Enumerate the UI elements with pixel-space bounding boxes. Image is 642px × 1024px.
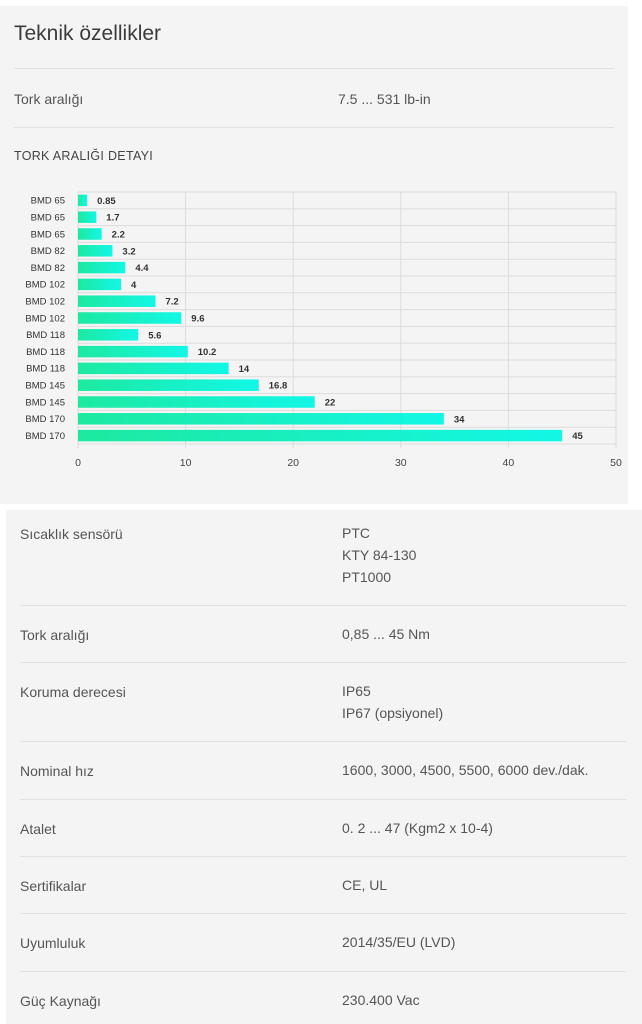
category-label: BMD 102 bbox=[25, 297, 65, 308]
spec-value: 0. 2 ... 47 (Kgm2 x 10-4) bbox=[342, 817, 493, 839]
divider bbox=[20, 971, 626, 972]
spec-value: 1600, 3000, 4500, 5500, 6000 dev./dak. bbox=[342, 759, 589, 781]
spec-value: IP65 IP67 (opsiyonel) bbox=[342, 680, 443, 724]
x-tick-label: 20 bbox=[287, 457, 299, 469]
spec-value: 230.400 Vac bbox=[342, 989, 420, 1011]
x-tick-label: 50 bbox=[610, 457, 622, 469]
category-label: BMD 145 bbox=[25, 397, 65, 408]
divider bbox=[20, 605, 626, 606]
spec-label: Sıcaklık sensörü bbox=[20, 526, 123, 542]
category-label: BMD 170 bbox=[25, 414, 65, 425]
bar bbox=[78, 362, 229, 375]
bar bbox=[78, 329, 139, 341]
bar-value-label: 3.2 bbox=[122, 246, 135, 257]
bar bbox=[78, 396, 315, 408]
category-label: BMD 65 bbox=[31, 196, 65, 207]
category-label: BMD 82 bbox=[31, 246, 65, 257]
bar-value-label: 5.6 bbox=[148, 330, 161, 341]
bar-value-label: 7.2 bbox=[165, 297, 178, 308]
chart-section-title: TORK ARALIĞI DETAYI bbox=[14, 149, 154, 163]
bar bbox=[78, 278, 122, 291]
page-title: Teknik özellikler bbox=[14, 22, 162, 45]
spec-value-line: IP65 bbox=[342, 683, 371, 699]
spec-label: Sertifikalar bbox=[20, 878, 87, 894]
spec-value-line: 230.400 Vac bbox=[342, 992, 420, 1008]
spec-value-line: CE, UL bbox=[342, 877, 388, 893]
divider bbox=[20, 799, 626, 800]
spec-value-line: KTY 84-130 bbox=[342, 547, 417, 563]
spec-value-line: IP67 (opsiyonel) bbox=[342, 705, 444, 721]
divider bbox=[20, 741, 626, 742]
bar-value-label: 9.6 bbox=[191, 314, 204, 325]
spec-value: 2014/35/EU (LVD) bbox=[342, 931, 455, 953]
category-label: BMD 102 bbox=[25, 313, 65, 324]
spec-label: Nominal hız bbox=[20, 763, 94, 779]
divider bbox=[14, 68, 614, 69]
spec-label: Tork aralığı bbox=[20, 627, 90, 643]
spec-value: CE, UL bbox=[342, 874, 387, 896]
bar-value-label: 10.2 bbox=[198, 347, 217, 358]
category-label: BMD 118 bbox=[26, 364, 65, 375]
bar-value-label: 34 bbox=[454, 414, 465, 425]
spec-value: PTC KTY 84-130 PT1000 bbox=[342, 522, 416, 588]
spec-value-line: 2014/35/EU (LVD) bbox=[342, 934, 456, 950]
spec-value-line: PT1000 bbox=[342, 569, 392, 585]
torque-bar-chart: 0 10 20 30 40 50 BMD 65 0.85 BMD 65 1.7 BMD 65 2.2 B… bbox=[25, 191, 622, 469]
category-label: BMD 118 bbox=[26, 347, 65, 358]
spec-value-line: 1600, 3000, 4500, 5500, 6000 dev./dak. bbox=[342, 762, 589, 778]
bar bbox=[78, 194, 88, 207]
divider bbox=[20, 913, 626, 914]
spec-value: 0,85 ... 45 Nm bbox=[342, 623, 430, 645]
bar bbox=[78, 429, 563, 442]
spec-label: Güç Kaynağı bbox=[20, 993, 101, 1009]
divider bbox=[14, 127, 614, 128]
bar bbox=[78, 211, 97, 223]
bar bbox=[78, 261, 126, 274]
bar bbox=[78, 413, 444, 425]
spec-label: Uyumluluk bbox=[20, 935, 86, 951]
category-label: BMD 102 bbox=[25, 280, 65, 291]
divider bbox=[20, 662, 626, 663]
spec-label: Atalet bbox=[20, 821, 56, 837]
bar-value-label: 22 bbox=[325, 398, 336, 409]
bar bbox=[78, 228, 102, 240]
top-row-value: 7.5 ... 531 lb-in bbox=[338, 91, 431, 107]
category-label: BMD 170 bbox=[25, 431, 65, 442]
bar-value-label: 4 bbox=[131, 280, 137, 291]
category-label: BMD 118 bbox=[26, 330, 65, 341]
bar-value-label: 45 bbox=[572, 431, 583, 442]
category-label: BMD 145 bbox=[25, 381, 65, 392]
x-tick-label: 10 bbox=[180, 457, 192, 469]
bar-value-label: 4.4 bbox=[135, 263, 149, 274]
spec-value-line: 0,85 ... 45 Nm bbox=[342, 626, 430, 642]
bar-value-label: 16.8 bbox=[269, 381, 288, 392]
bar-value-label: 1.7 bbox=[106, 213, 119, 224]
bar bbox=[78, 345, 188, 358]
bar-value-label: 2.2 bbox=[112, 230, 125, 241]
bar bbox=[78, 295, 156, 307]
bar bbox=[78, 245, 113, 257]
spec-value-line: PTC bbox=[342, 525, 370, 541]
category-label: BMD 65 bbox=[31, 213, 65, 224]
spec-value-line: 0. 2 ... 47 (Kgm2 x 10-4) bbox=[342, 820, 493, 836]
top-row-label: Tork aralığı bbox=[14, 91, 84, 107]
bar-value-label: 0.85 bbox=[97, 196, 116, 207]
bar-value-label: 14 bbox=[239, 364, 250, 375]
divider bbox=[20, 856, 626, 857]
category-label: BMD 65 bbox=[31, 229, 65, 240]
bar bbox=[78, 379, 259, 391]
x-tick-label: 30 bbox=[395, 457, 407, 469]
spec-label: Koruma derecesi bbox=[20, 684, 126, 700]
bar bbox=[78, 312, 182, 324]
x-tick-label: 0 bbox=[75, 457, 81, 469]
x-tick-label: 40 bbox=[503, 457, 515, 469]
specs-panel bbox=[6, 510, 642, 1024]
category-label: BMD 82 bbox=[31, 263, 65, 274]
